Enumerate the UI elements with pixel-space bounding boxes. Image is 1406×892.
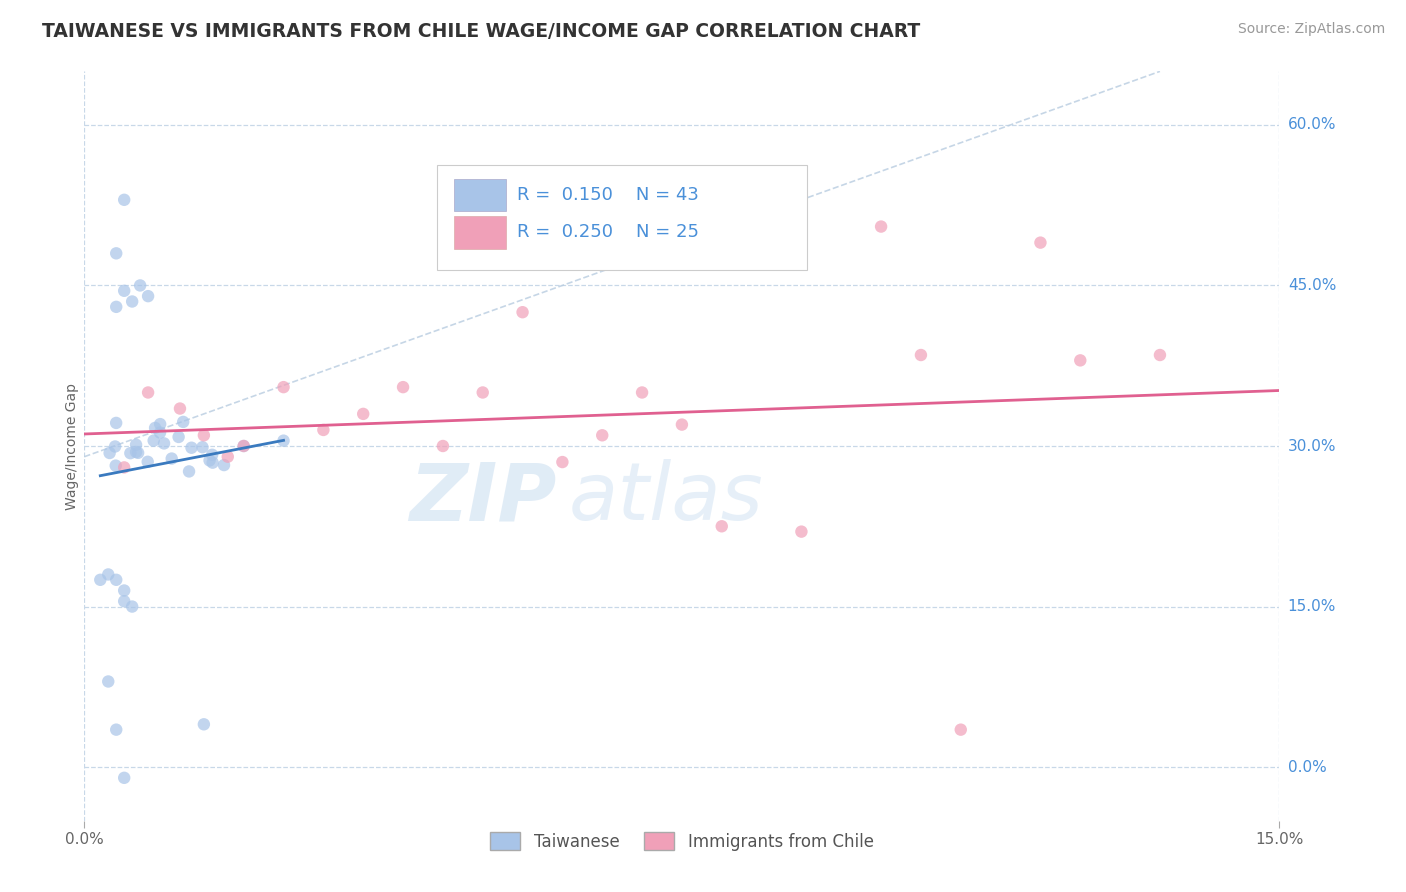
- Point: [232, 439, 254, 453]
- FancyBboxPatch shape: [454, 178, 506, 211]
- Point: [98, 446, 121, 460]
- Point: [193, 428, 215, 442]
- Text: 60.0%: 60.0%: [1288, 118, 1336, 132]
- Point: [129, 278, 152, 293]
- Point: [1149, 348, 1171, 362]
- Point: [172, 415, 194, 429]
- Point: [591, 428, 613, 442]
- Point: [104, 458, 127, 473]
- Point: [201, 456, 224, 470]
- Point: [125, 445, 148, 459]
- Y-axis label: Wage/Income Gap: Wage/Income Gap: [65, 383, 79, 509]
- Point: [273, 434, 295, 448]
- Point: [104, 440, 127, 454]
- Point: [790, 524, 813, 539]
- Point: [201, 448, 224, 462]
- Point: [105, 573, 128, 587]
- Point: [97, 674, 120, 689]
- Point: [136, 385, 159, 400]
- Text: R =  0.150    N = 43: R = 0.150 N = 43: [517, 186, 699, 204]
- Point: [105, 300, 128, 314]
- Point: [949, 723, 972, 737]
- Point: [1029, 235, 1052, 250]
- Point: [180, 441, 202, 455]
- Point: [97, 567, 120, 582]
- Point: [160, 451, 183, 466]
- Point: [120, 446, 142, 460]
- Point: [432, 439, 454, 453]
- Legend: Taiwanese, Immigrants from Chile: Taiwanese, Immigrants from Chile: [484, 826, 880, 857]
- Point: [392, 380, 415, 394]
- Point: [105, 723, 128, 737]
- FancyBboxPatch shape: [454, 216, 506, 249]
- Text: R =  0.250    N = 25: R = 0.250 N = 25: [517, 224, 699, 242]
- Point: [710, 519, 733, 533]
- Point: [112, 460, 135, 475]
- Point: [153, 436, 176, 450]
- Point: [910, 348, 932, 362]
- Point: [191, 440, 214, 454]
- Point: [136, 455, 159, 469]
- Point: [671, 417, 693, 432]
- Point: [136, 289, 159, 303]
- Point: [631, 385, 654, 400]
- Point: [112, 193, 135, 207]
- Point: [870, 219, 893, 234]
- Point: [551, 455, 574, 469]
- Point: [121, 294, 143, 309]
- Point: [105, 246, 128, 260]
- Text: 45.0%: 45.0%: [1288, 278, 1336, 293]
- Point: [273, 380, 295, 394]
- Point: [89, 573, 111, 587]
- Point: [112, 594, 135, 608]
- Point: [512, 305, 534, 319]
- Point: [232, 439, 254, 453]
- Point: [312, 423, 335, 437]
- FancyBboxPatch shape: [437, 165, 807, 270]
- Text: 30.0%: 30.0%: [1288, 439, 1336, 453]
- Point: [149, 417, 172, 431]
- Point: [471, 385, 494, 400]
- Text: Source: ZipAtlas.com: Source: ZipAtlas.com: [1237, 22, 1385, 37]
- Point: [112, 583, 135, 598]
- Point: [125, 438, 148, 452]
- Point: [127, 446, 149, 460]
- Point: [112, 284, 135, 298]
- Text: 0.0%: 0.0%: [1288, 760, 1326, 774]
- Text: 15.0%: 15.0%: [1288, 599, 1336, 614]
- Point: [177, 465, 200, 479]
- Point: [212, 458, 235, 472]
- Text: ZIP: ZIP: [409, 459, 557, 538]
- Point: [149, 425, 172, 440]
- Point: [169, 401, 191, 416]
- Point: [121, 599, 143, 614]
- Point: [217, 450, 239, 464]
- Point: [198, 453, 221, 467]
- Text: atlas: atlas: [568, 459, 763, 538]
- Point: [352, 407, 374, 421]
- Point: [143, 421, 166, 435]
- Point: [142, 434, 165, 448]
- Point: [112, 771, 135, 785]
- Point: [105, 416, 128, 430]
- Point: [193, 717, 215, 731]
- Text: TAIWANESE VS IMMIGRANTS FROM CHILE WAGE/INCOME GAP CORRELATION CHART: TAIWANESE VS IMMIGRANTS FROM CHILE WAGE/…: [42, 22, 921, 41]
- Point: [1069, 353, 1091, 368]
- Point: [167, 430, 190, 444]
